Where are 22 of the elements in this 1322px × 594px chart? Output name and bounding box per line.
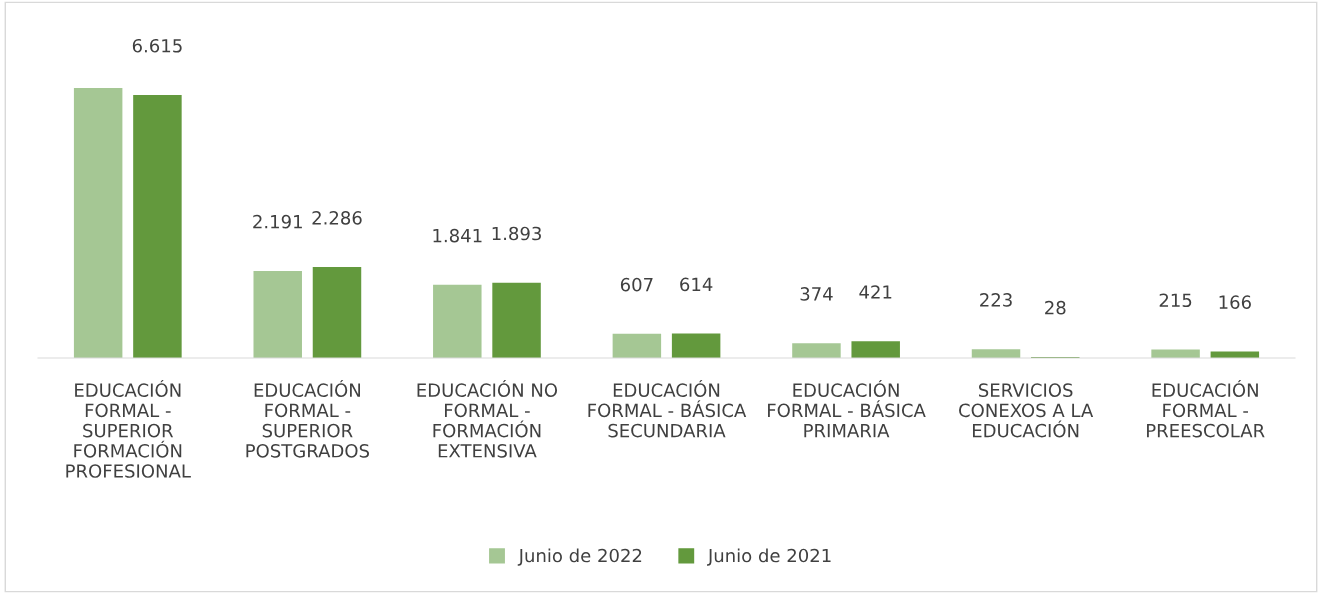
x-tick-label: SERVICIOS CONEXOS A LA EDUCACIÓN	[959, 383, 1094, 438]
data-label: 215	[1159, 293, 1192, 308]
data-label: 223	[980, 293, 1012, 307]
x-tick-label: EDUCACIÓN FORMAL - PREESCOLAR	[1147, 380, 1265, 438]
data-label: 28	[1045, 300, 1066, 315]
data-label: 1.893	[492, 226, 541, 241]
x-tick-label: EDUCACIÓN NO FORMAL - FORMACIÓN EXTENSIVA	[417, 380, 558, 458]
x-tick-label: EDUCACIÓN FORMAL - SUPERIOR FORMACIÓN PROFESIONAL	[66, 380, 191, 478]
data-label: 421	[859, 285, 892, 299]
data-label: 6.615	[132, 38, 182, 53]
data-label: 1.841	[433, 228, 482, 243]
x-tick-label: EDUCACIÓN FORMAL - SUPERIOR POSTGRADOS	[246, 380, 370, 458]
legend-label: Junio de 2022	[517, 548, 642, 566]
data-label: 2.191	[253, 214, 302, 229]
x-tick-label: EDUCACIÓN FORMAL - BÁSICA PRIMARIA	[768, 380, 926, 438]
x-tick-label: EDUCACIÓN FORMAL - BÁSICA SECUNDARIA	[588, 380, 747, 438]
data-label: 607	[620, 277, 653, 292]
legend-label: Junio de 2021	[707, 548, 831, 566]
data-label: 166	[1219, 295, 1251, 310]
data-label: 374	[800, 287, 833, 301]
data-label: 2.286	[312, 211, 362, 225]
data-label: 614	[680, 277, 713, 292]
